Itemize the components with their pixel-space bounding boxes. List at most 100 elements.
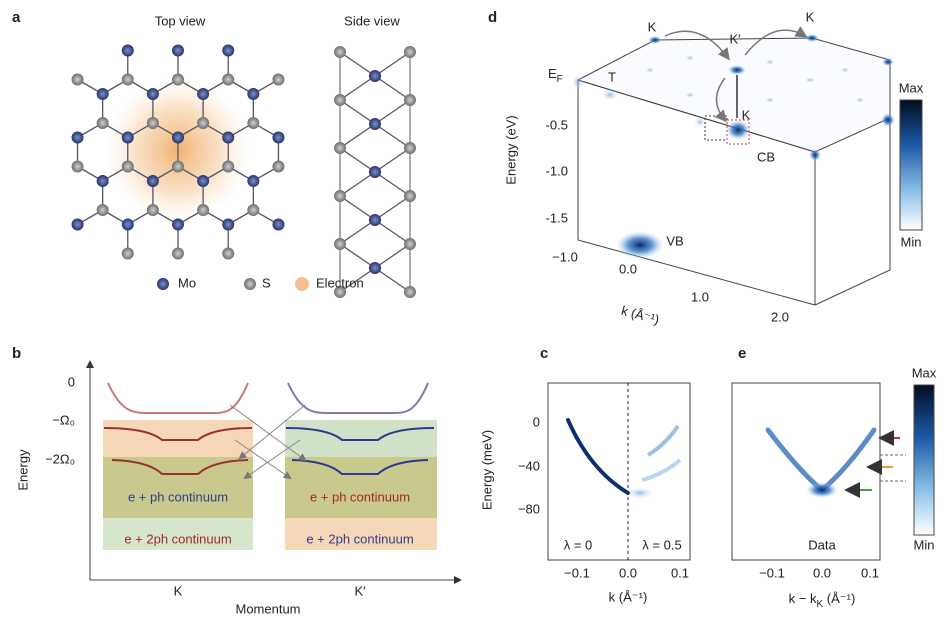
legend-marker (157, 278, 169, 290)
y-tick-label: 0 (68, 374, 75, 389)
bond (375, 100, 410, 124)
band (642, 460, 680, 480)
band-spot (882, 58, 894, 66)
region (285, 420, 437, 457)
bond (375, 244, 410, 268)
bond (340, 172, 375, 196)
mo-atom (122, 45, 134, 57)
mo-atom (72, 219, 84, 231)
mo-atom (122, 219, 134, 231)
y-axis-label: Energy (15, 449, 30, 491)
y-tick-label: -1.5 (546, 210, 568, 225)
view-title: Top view (155, 13, 206, 28)
band-spot (685, 92, 695, 98)
region-label: e + 2ph continuum (306, 531, 413, 546)
band (568, 420, 628, 493)
bond (340, 244, 375, 268)
band-spot (765, 97, 775, 103)
y-tick-label: 0 (533, 414, 540, 429)
s-atom (272, 74, 284, 86)
colorbar (914, 385, 934, 535)
panel-b: b 0 −Ω₀ −2Ω₀ Energy e + ph continuum e +… (12, 345, 460, 616)
x-axis-label: k (Å⁻¹) (609, 589, 648, 604)
y-tick-label: −Ω₀ (52, 412, 75, 427)
point-label: K (648, 19, 657, 34)
point-label: K (806, 9, 815, 24)
mo-atom (369, 118, 381, 130)
s-atom (222, 161, 234, 173)
band-peak (806, 482, 838, 498)
band (648, 426, 678, 455)
panel-label: d (488, 9, 497, 26)
region (103, 420, 253, 457)
mo-atom (172, 219, 184, 231)
band-spot (728, 65, 746, 75)
x-tick-label: 0.0 (813, 565, 831, 580)
mo-atom (369, 166, 381, 178)
mo-atom (222, 45, 234, 57)
region-label: e + ph continuum (128, 489, 228, 504)
mo-atom (369, 214, 381, 226)
view-title: Side view (344, 13, 400, 28)
x-tick-label: 2.0 (771, 309, 789, 324)
y-tick-label: −40 (518, 458, 540, 473)
mo-atom (97, 175, 109, 187)
panel-a: a Top view Side view Mo S Electron (12, 9, 416, 298)
panel-d: d K K′ K T K CB VB EF -0.5 -1.0 (488, 9, 924, 327)
mo-atom (197, 88, 209, 100)
band-spot (840, 67, 850, 73)
mo-atom (369, 262, 381, 274)
band-spot (648, 36, 662, 44)
s-atom (404, 142, 416, 154)
legend-label: S (262, 275, 271, 290)
s-atom (334, 142, 346, 154)
legend-label: Electron (316, 275, 364, 290)
plot-frame (548, 383, 690, 560)
mo-atom (147, 88, 159, 100)
bond (375, 268, 410, 292)
bond (375, 220, 410, 244)
band (768, 430, 874, 490)
y-tick-label: −2Ω₀ (45, 451, 75, 466)
x-axis-label: k − kK (Å⁻¹) (789, 591, 856, 609)
x-axis-label: Momentum (235, 601, 300, 616)
mo-atom (72, 132, 84, 144)
box-edge (815, 270, 890, 305)
annotation: λ = 0.5 (642, 537, 681, 552)
s-atom (222, 74, 234, 86)
band-spot (645, 67, 655, 73)
x-tick-label: 0.1 (671, 565, 689, 580)
bond (375, 172, 410, 196)
point-label: CB (757, 149, 775, 164)
band-spot (602, 89, 618, 101)
y-tick-label: -0.5 (546, 117, 568, 132)
mo-atom (247, 175, 259, 187)
s-atom (222, 248, 234, 260)
s-atom (147, 204, 159, 216)
colorbar-label: Min (901, 234, 922, 249)
point-label: T (608, 69, 616, 84)
band-spot (685, 55, 695, 61)
colorbar-label: Max (899, 80, 924, 95)
annotation: Data (808, 537, 836, 552)
bond (375, 124, 410, 148)
side-lattice (334, 46, 416, 298)
x-tick-label: K′ (354, 583, 366, 598)
s-atom (334, 190, 346, 202)
region-label: e + ph continuum (310, 489, 410, 504)
panel-label: e (738, 345, 746, 362)
band-spot (809, 149, 821, 161)
x-tick-label: 0.1 (861, 565, 879, 580)
band (108, 383, 248, 413)
panel-label: a (12, 9, 21, 26)
x-axis-label: k (Å⁻¹) (620, 303, 661, 327)
x-tick-label: −0.1 (564, 565, 590, 580)
s-atom (272, 161, 284, 173)
point-label: VB (666, 233, 683, 248)
mo-atom (172, 45, 184, 57)
s-atom (172, 248, 184, 260)
region (103, 457, 253, 518)
x-tick-label: 1.0 (691, 289, 709, 304)
s-atom (197, 204, 209, 216)
bond (340, 124, 375, 148)
